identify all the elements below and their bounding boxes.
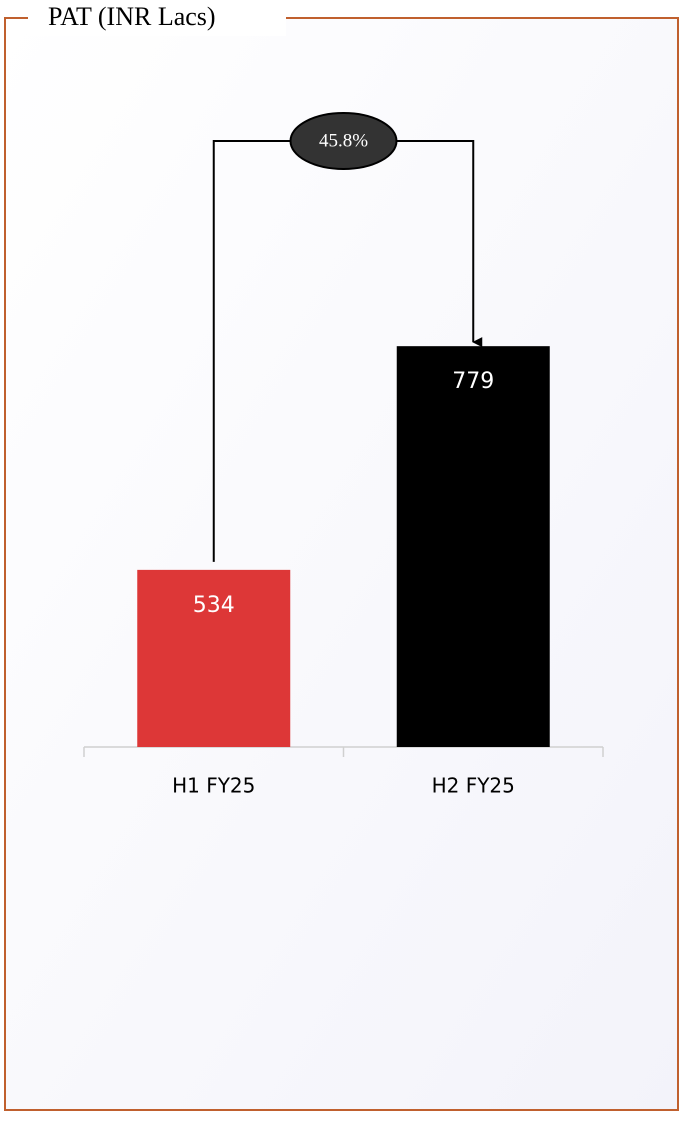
data-label: 779 [452, 369, 494, 394]
annotation-bubble [289, 112, 398, 170]
frame [4, 17, 679, 1111]
plot: H1 FY25 534 H2 FY25 779 45.8% [83, 112, 604, 798]
x-tick-label: H1 FY25 [172, 774, 255, 798]
data-label: 534 [193, 593, 235, 618]
annotation: 45.8% [319, 130, 368, 151]
x-tick-label: H2 FY25 [432, 774, 515, 798]
bar [137, 569, 291, 747]
chart-title: PAT (INR Lacs) [48, 2, 216, 31]
bar [396, 346, 550, 747]
title-backdrop [28, 2, 286, 36]
